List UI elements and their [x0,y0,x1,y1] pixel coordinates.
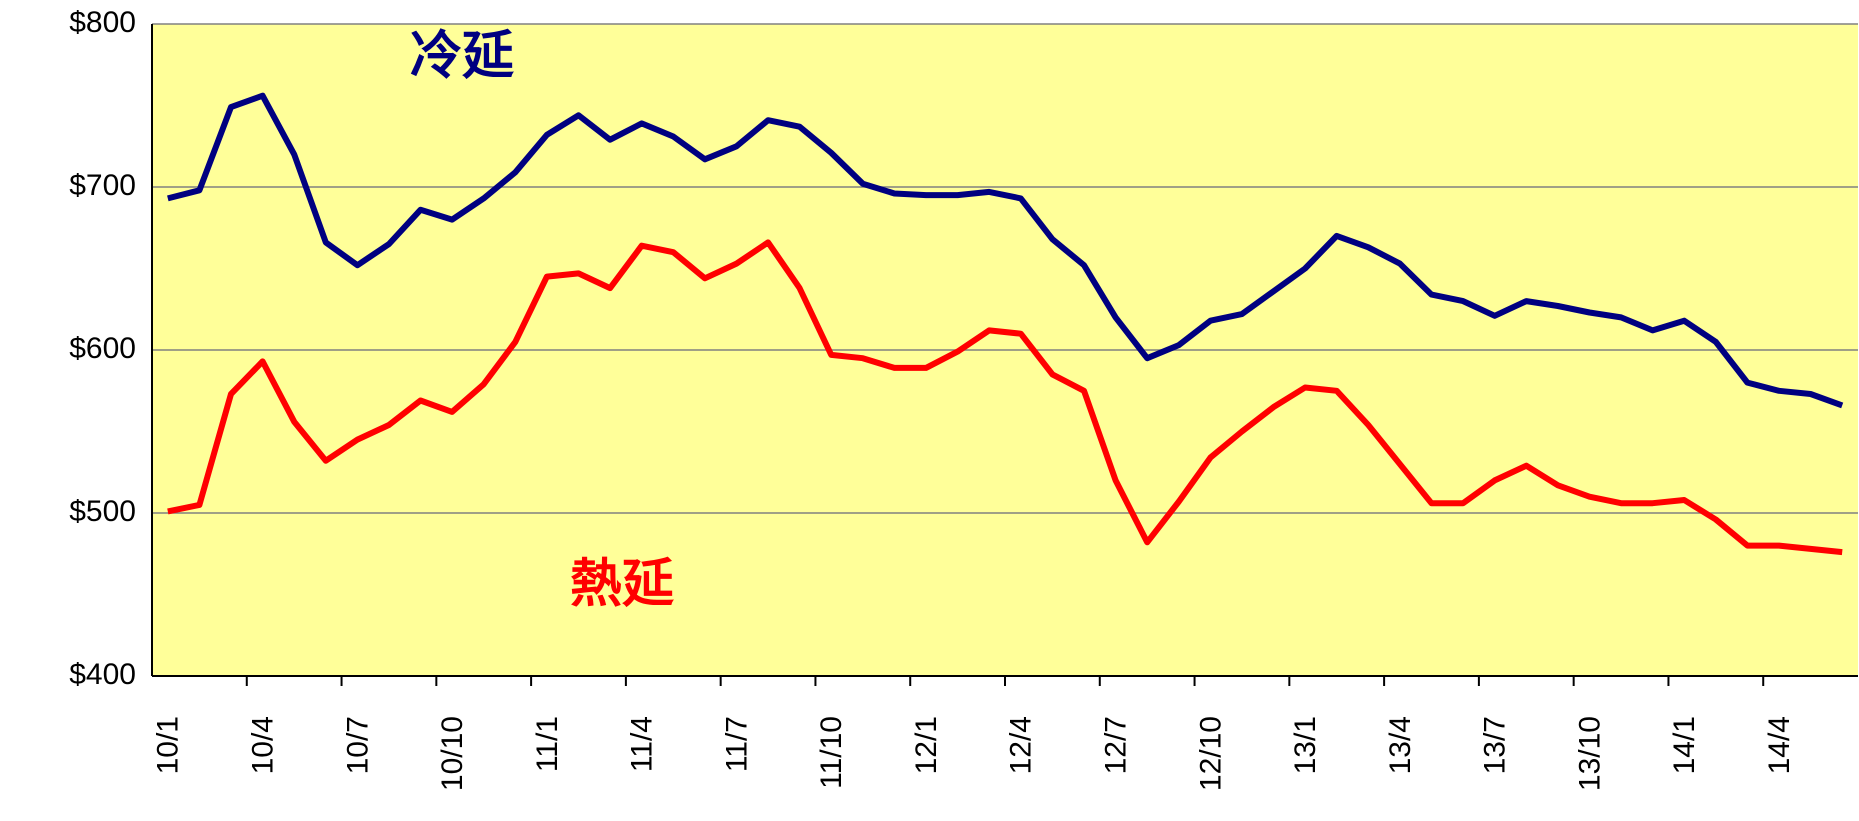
x-tick-label: 12/4 [1005,716,1038,774]
x-tick-label: 10/10 [436,716,469,791]
x-tick-label: 10/7 [341,716,374,774]
x-tick-label: 13/7 [1479,716,1512,774]
x-tick-label: 14/4 [1763,716,1796,774]
y-tick-label: $400 [69,658,136,691]
x-tick-label: 12/7 [1099,716,1132,774]
y-tick-label: $500 [69,495,136,528]
x-tick-label: 11/7 [720,716,753,772]
x-tick-label: 13/1 [1289,716,1322,774]
x-tick-label: 14/1 [1668,716,1701,774]
y-tick-label: $800 [69,6,136,39]
series-line [167,92,1844,409]
series-label: 冷延 [410,28,514,86]
series-line [167,239,1843,556]
x-tick-label: 12/10 [1194,716,1227,791]
x-tick-label: 11/1 [531,716,564,772]
x-tick-label: 13/10 [1573,716,1606,791]
x-tick-label: 11/10 [815,716,848,789]
y-tick-label: $700 [69,169,136,202]
x-tick-label: 11/4 [626,716,659,772]
y-tick-label: $600 [69,332,136,365]
x-tick-label: 12/1 [910,716,943,774]
x-tick-label: 13/4 [1384,716,1417,774]
series-label: 熱延 [570,556,674,614]
x-tick-label: 10/4 [246,716,279,774]
x-tick-label: 10/1 [152,716,185,774]
